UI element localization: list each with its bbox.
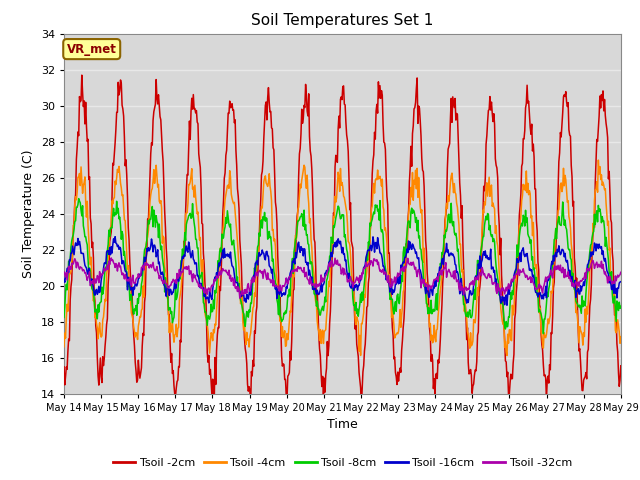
- Text: VR_met: VR_met: [67, 43, 116, 56]
- Title: Soil Temperatures Set 1: Soil Temperatures Set 1: [252, 13, 433, 28]
- Y-axis label: Soil Temperature (C): Soil Temperature (C): [22, 149, 35, 278]
- X-axis label: Time: Time: [327, 418, 358, 431]
- Legend: Tsoil -2cm, Tsoil -4cm, Tsoil -8cm, Tsoil -16cm, Tsoil -32cm: Tsoil -2cm, Tsoil -4cm, Tsoil -8cm, Tsoi…: [108, 453, 577, 472]
